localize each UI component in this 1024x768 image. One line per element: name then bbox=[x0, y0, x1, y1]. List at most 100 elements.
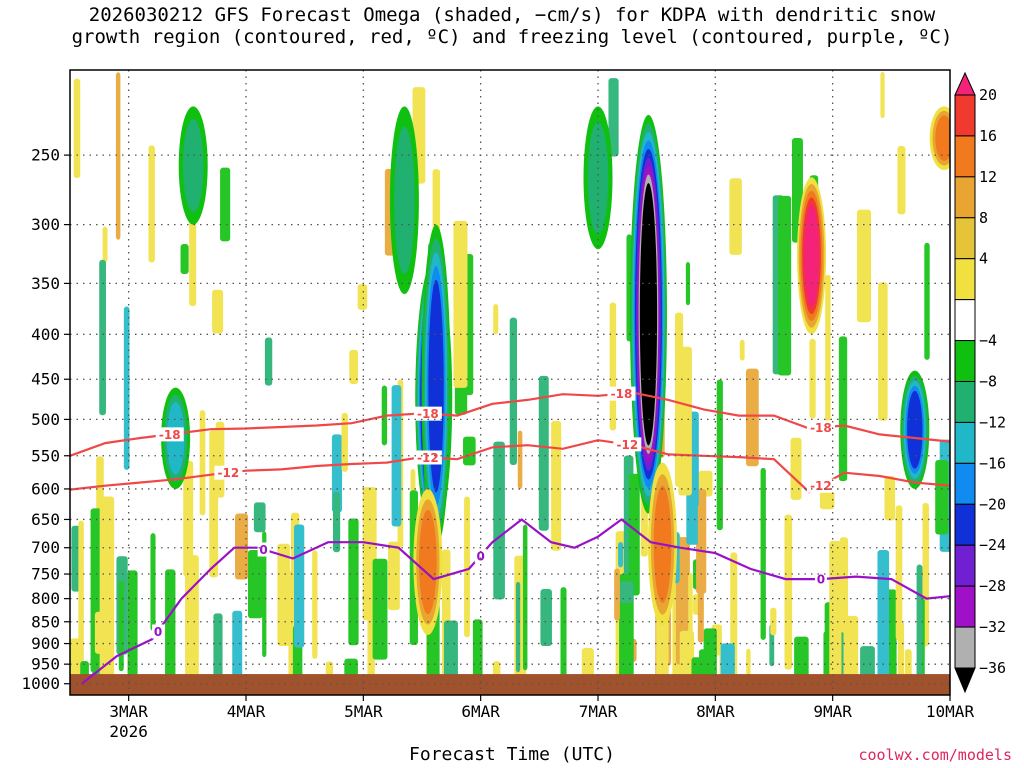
colorbar-box bbox=[954, 421, 976, 464]
y-tick-label: 900 bbox=[31, 634, 60, 653]
contour-label-bg bbox=[474, 548, 487, 563]
omega-texture-cell bbox=[515, 581, 521, 673]
colorbar-label: −24 bbox=[979, 536, 1006, 554]
contour-label-bg bbox=[806, 478, 835, 493]
omega-texture-cell bbox=[73, 78, 81, 179]
colorbar-box bbox=[954, 503, 976, 546]
y-tick-label: 950 bbox=[31, 655, 60, 674]
y-tick-label: 800 bbox=[31, 589, 60, 608]
omega-texture-cell bbox=[790, 437, 802, 500]
omega-texture-cell bbox=[856, 209, 872, 323]
plot-area: -18 -18 -18 -18 -12 -12 -12 -12 0 0 0 0 250 300 350 400… bbox=[21, 69, 974, 741]
colorbar-box bbox=[954, 299, 976, 342]
omega-texture-cell bbox=[312, 550, 318, 659]
omega-texture-cell bbox=[253, 502, 266, 533]
contour-label: -18 bbox=[810, 421, 832, 435]
colorbar-label: −4 bbox=[979, 332, 997, 350]
colorbar-label: 20 bbox=[979, 86, 997, 104]
x-tick-label: 4MAR bbox=[227, 702, 266, 721]
omega-texture-cell bbox=[493, 441, 505, 600]
contour-label-bg bbox=[413, 406, 442, 421]
omega-feature-shade bbox=[935, 115, 950, 161]
contour-label-bg bbox=[152, 624, 164, 639]
omega-texture-cell bbox=[232, 610, 243, 695]
contour-label: 0 bbox=[476, 549, 484, 563]
colorbar-box bbox=[954, 585, 976, 628]
x-tick-label: 10MAR bbox=[926, 702, 975, 721]
omega-texture-cell bbox=[220, 167, 231, 242]
omega-feature-shade bbox=[394, 126, 415, 275]
omega-texture-cell bbox=[341, 412, 348, 472]
omega-texture-cell bbox=[102, 226, 108, 263]
contour-label: 0 bbox=[259, 543, 267, 557]
omega-texture-cell bbox=[880, 71, 885, 119]
omega-texture-cell bbox=[150, 533, 156, 631]
colorbar-label: −36 bbox=[979, 659, 1006, 677]
contour-label: -18 bbox=[159, 428, 181, 442]
omega-texture-cell bbox=[123, 306, 130, 470]
contour-label-bg bbox=[257, 542, 270, 557]
omega-feature-shade bbox=[182, 118, 204, 212]
omega-features bbox=[161, 106, 950, 635]
colorbar-box bbox=[954, 462, 976, 505]
colorbar-label: 16 bbox=[979, 127, 997, 145]
omega-texture-cell bbox=[464, 496, 470, 638]
omega-texture-cell bbox=[895, 505, 903, 641]
contour-line bbox=[70, 391, 950, 457]
grid-lines bbox=[70, 70, 950, 695]
omega-texture-cell bbox=[829, 540, 842, 695]
omega-texture-cell bbox=[716, 379, 723, 531]
omega-texture-cell bbox=[262, 531, 267, 658]
y-tick-label: 1000 bbox=[21, 674, 60, 693]
x-tick-label: 7MAR bbox=[579, 702, 618, 721]
terrain-band bbox=[70, 674, 950, 695]
omega-texture-cell bbox=[551, 420, 562, 551]
omega-texture-cell bbox=[809, 338, 816, 419]
omega-texture-cell bbox=[839, 537, 849, 633]
contour-label: -18 bbox=[417, 407, 439, 421]
contour-label-bg bbox=[814, 572, 827, 587]
colorbar-label: −12 bbox=[979, 413, 1006, 431]
omega-texture-cell bbox=[760, 467, 766, 640]
omega-texture-cell bbox=[628, 473, 640, 596]
omega-texture-cell bbox=[463, 436, 476, 466]
colorbar-box bbox=[954, 381, 976, 423]
contour-label-bg bbox=[214, 465, 243, 480]
omega-texture-cell bbox=[332, 491, 341, 553]
omega-feature-shade bbox=[907, 390, 923, 469]
omega-texture-cell bbox=[784, 514, 793, 670]
omega-texture-cell bbox=[372, 558, 388, 660]
omega-texture-cell bbox=[99, 259, 106, 416]
contour-label-bg bbox=[806, 420, 835, 435]
omega-texture-cell bbox=[509, 317, 517, 466]
colorbar-box bbox=[954, 217, 976, 260]
x-tick-label: 5MAR bbox=[344, 702, 383, 721]
omega-texture-cell bbox=[609, 302, 617, 431]
omega-texture-cell bbox=[618, 542, 624, 568]
colorbar-label: 4 bbox=[979, 250, 988, 268]
contour-label: 0 bbox=[817, 573, 825, 587]
chart-title: 2026030212 GFS Forecast Omega (shaded, −… bbox=[0, 4, 1024, 48]
omega-texture-cell bbox=[729, 178, 742, 255]
contour-label-bg bbox=[413, 450, 442, 465]
y-tick-label: 600 bbox=[31, 479, 60, 498]
omega-texture-cell bbox=[838, 336, 848, 482]
credit-label: coolwx.com/models bbox=[858, 746, 1012, 764]
x-tick-label: 3MAR bbox=[109, 702, 148, 721]
y-tick-label: 400 bbox=[31, 325, 60, 344]
y-tick-label: 300 bbox=[31, 215, 60, 234]
contour-label: -12 bbox=[218, 466, 240, 480]
omega-feature-shade bbox=[428, 279, 444, 493]
omega-texture-cell bbox=[697, 503, 704, 643]
colorbar-label: 8 bbox=[979, 209, 988, 227]
colorbar: 20 16 12 8 4 −4 −8 −12 −16 −20 −24 −28 −32 −36 bbox=[954, 71, 1006, 694]
colorbar-label: 12 bbox=[979, 168, 997, 186]
omega-texture-cell bbox=[189, 208, 197, 307]
x-axis-title: Forecast Time (UTC) bbox=[409, 744, 615, 765]
colorbar-box bbox=[954, 94, 976, 137]
omega-feature-shade bbox=[641, 191, 656, 437]
omega-texture-cell bbox=[247, 549, 263, 619]
omega-texture-cell bbox=[199, 410, 206, 516]
